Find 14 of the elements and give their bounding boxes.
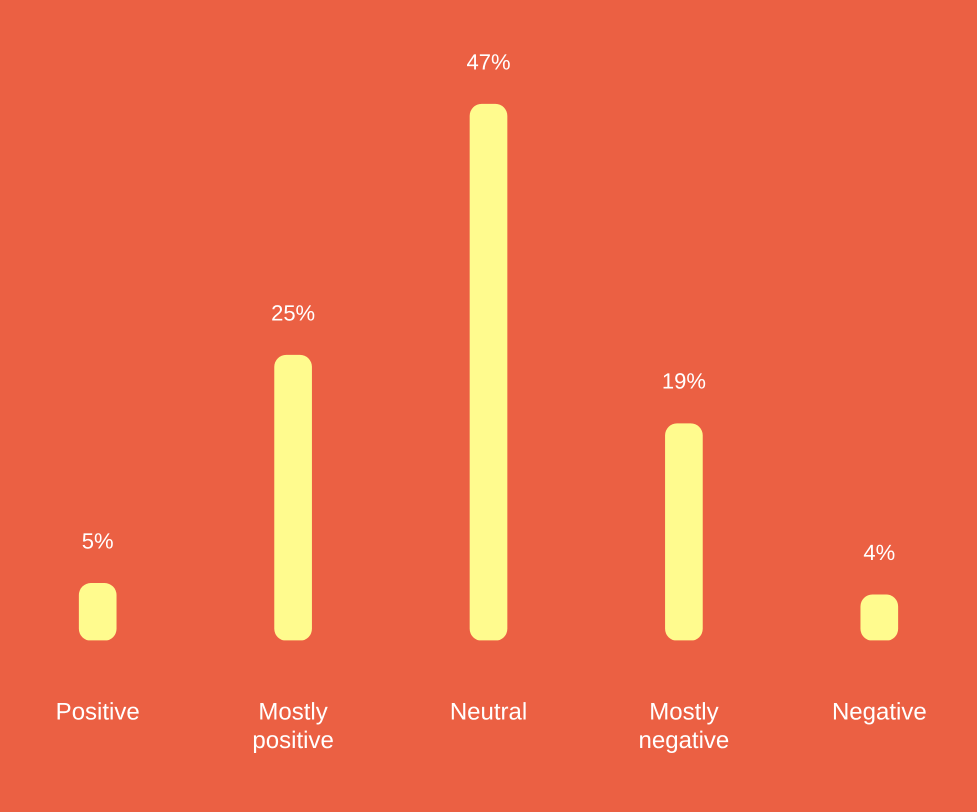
bar (78, 583, 117, 640)
bar (274, 354, 312, 640)
data-label: 47% (466, 49, 511, 74)
x-tick-label: Mostly positive (252, 698, 334, 754)
data-label: 5% (82, 528, 114, 554)
x-tick-label: Mostly negative (638, 698, 730, 754)
data-label: 4% (863, 540, 896, 565)
data-label: 25% (271, 300, 316, 326)
x-tick-label: Negative (832, 698, 927, 726)
bar (470, 104, 508, 640)
bar (665, 423, 703, 640)
x-tick-label: Neutral (450, 698, 528, 726)
x-tick-label: Positive (56, 698, 140, 726)
data-label: 19% (662, 368, 706, 394)
